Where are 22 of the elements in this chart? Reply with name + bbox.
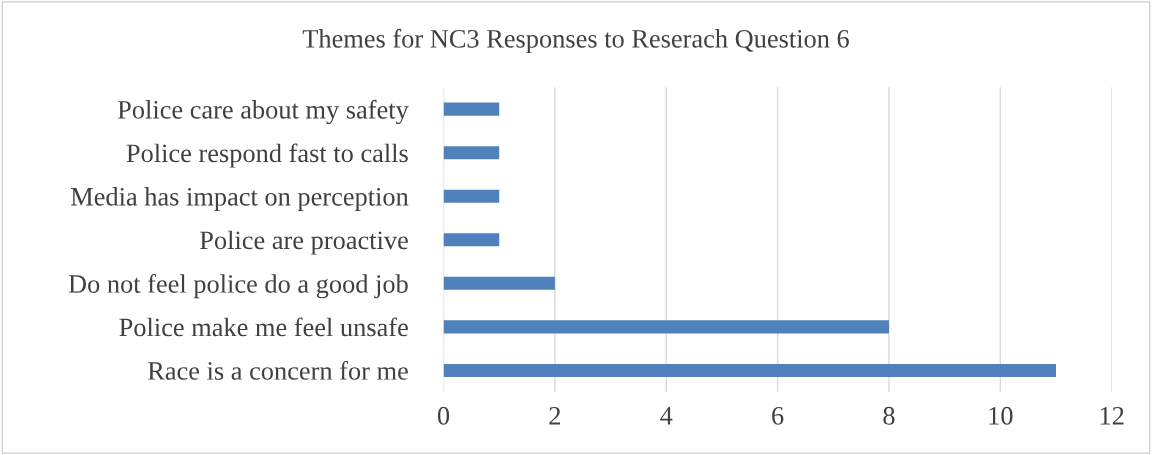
x-tick-label: 0 xyxy=(437,406,450,425)
y-tick-label: Police make me feel unsafe xyxy=(119,317,408,337)
bar xyxy=(443,363,1056,377)
x-tick-label: 8 xyxy=(883,406,895,425)
y-tick-label: Do not feel police do a good job xyxy=(68,274,408,299)
y-tick-label: Police are proactive xyxy=(200,230,408,255)
x-tick-label: 2 xyxy=(549,406,561,425)
bar xyxy=(443,102,500,116)
bar xyxy=(443,320,889,334)
bar xyxy=(443,233,500,247)
chart-title: Themes for NC3 Responses to Reserach Question 6 xyxy=(302,28,849,54)
y-tick-label: Police respond fast to calls xyxy=(126,143,408,168)
y-tick-label: Police care about my safety xyxy=(117,99,409,125)
bar xyxy=(443,189,500,203)
bar xyxy=(443,276,555,290)
x-tick-label: 10 xyxy=(989,406,1013,425)
x-tick-label: 12 xyxy=(1100,406,1124,425)
y-tick-label: Media has impact on perception xyxy=(71,187,409,212)
y-tick-label: Race is a concern for me xyxy=(147,361,408,380)
bar xyxy=(443,146,500,160)
x-tick-label: 6 xyxy=(772,406,784,425)
x-tick-label: 4 xyxy=(660,407,673,425)
